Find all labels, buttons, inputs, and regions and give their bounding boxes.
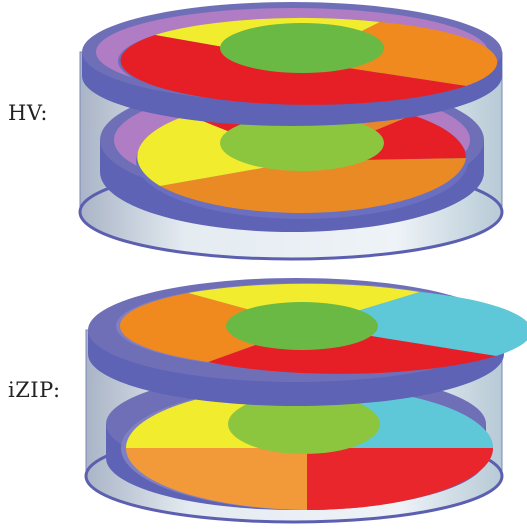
hv-label: HV: bbox=[8, 101, 48, 125]
izip-detector bbox=[84, 278, 527, 524]
izip-lower-segment-orange bbox=[125, 448, 307, 510]
hv-lower-segment-orange bbox=[160, 158, 466, 213]
hv-upper-crystal bbox=[82, 2, 502, 126]
izip-lower-center bbox=[228, 394, 380, 454]
izip-upper-crystal bbox=[88, 278, 527, 406]
hv-upper-center bbox=[220, 23, 384, 73]
hv-lower-center bbox=[220, 115, 384, 171]
izip-upper-segment-cyan bbox=[308, 292, 527, 356]
izip-label: iZIP: bbox=[8, 378, 61, 402]
izip-upper-segment-orange bbox=[119, 293, 308, 362]
hv-detector bbox=[78, 2, 504, 261]
izip-upper-center bbox=[226, 302, 378, 350]
izip-lower-segment-red bbox=[307, 448, 493, 510]
hv-lower-segment-yellow bbox=[137, 115, 302, 186]
